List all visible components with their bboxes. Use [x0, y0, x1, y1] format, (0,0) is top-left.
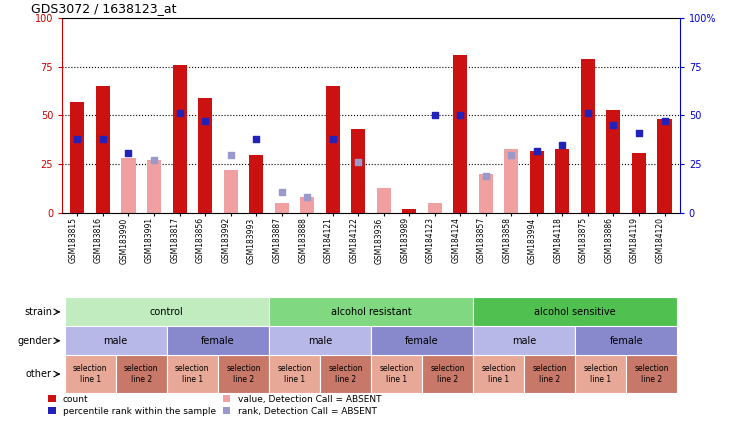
Point	[250, 135, 262, 143]
Bar	[224, 170, 238, 213]
Text: selection
line 1: selection line 1	[481, 365, 516, 384]
Point	[582, 110, 594, 117]
Text: strain: strain	[24, 307, 52, 317]
Point	[276, 188, 287, 195]
Bar	[351, 129, 366, 213]
Point	[506, 151, 518, 158]
Text: male: male	[512, 336, 537, 346]
Bar	[167, 326, 269, 355]
Text: female: female	[405, 336, 439, 346]
Point	[429, 112, 441, 119]
Bar	[422, 355, 473, 393]
Bar	[473, 355, 524, 393]
Text: alcohol sensitive: alcohol sensitive	[534, 307, 616, 317]
Point	[480, 172, 492, 179]
Text: selection
line 2: selection line 2	[124, 365, 159, 384]
Point	[148, 157, 160, 164]
Bar	[249, 155, 263, 213]
Point	[72, 135, 83, 143]
Bar	[473, 297, 678, 326]
Bar	[269, 326, 371, 355]
Bar	[428, 203, 442, 213]
Point	[556, 141, 568, 148]
Text: other: other	[26, 369, 52, 379]
Bar	[530, 151, 544, 213]
Bar	[581, 59, 595, 213]
Bar	[70, 102, 85, 213]
Point	[301, 194, 313, 201]
Text: male: male	[308, 336, 332, 346]
Point	[200, 118, 211, 125]
Bar	[473, 326, 575, 355]
Text: selection
line 1: selection line 1	[175, 365, 210, 384]
Text: selection
line 1: selection line 1	[583, 365, 618, 384]
Bar	[269, 355, 320, 393]
Text: gender: gender	[18, 336, 52, 346]
Text: selection
line 2: selection line 2	[226, 365, 261, 384]
Bar	[524, 355, 575, 393]
Text: selection
line 2: selection line 2	[328, 365, 363, 384]
Bar	[575, 355, 626, 393]
Point	[633, 130, 645, 137]
Legend: count, percentile rank within the sample, value, Detection Call = ABSENT, rank, : count, percentile rank within the sample…	[48, 395, 381, 416]
Bar	[371, 326, 473, 355]
Bar	[121, 159, 135, 213]
Point	[659, 118, 670, 125]
Bar	[376, 188, 391, 213]
Bar	[626, 355, 678, 393]
Text: GDS3072 / 1638123_at: GDS3072 / 1638123_at	[31, 2, 177, 15]
Bar	[556, 149, 569, 213]
Bar	[269, 297, 473, 326]
Point	[174, 110, 186, 117]
Bar	[64, 355, 115, 393]
Text: selection
line 1: selection line 1	[73, 365, 107, 384]
Bar	[607, 110, 621, 213]
Bar	[326, 86, 340, 213]
Bar	[147, 160, 161, 213]
Text: selection
line 2: selection line 2	[532, 365, 567, 384]
Bar	[96, 86, 110, 213]
Text: selection
line 2: selection line 2	[635, 365, 669, 384]
Bar	[632, 153, 646, 213]
Point	[123, 149, 135, 156]
Text: female: female	[610, 336, 643, 346]
Bar	[275, 203, 289, 213]
Bar	[479, 174, 493, 213]
Text: male: male	[104, 336, 128, 346]
Text: selection
line 1: selection line 1	[277, 365, 311, 384]
Text: selection
line 2: selection line 2	[431, 365, 465, 384]
Bar	[504, 149, 518, 213]
Bar	[167, 355, 218, 393]
Point	[607, 122, 619, 129]
Bar	[218, 355, 269, 393]
Point	[224, 151, 236, 158]
Bar	[453, 55, 467, 213]
Point	[531, 147, 542, 154]
Text: female: female	[201, 336, 235, 346]
Bar	[64, 326, 167, 355]
Bar	[402, 209, 416, 213]
Bar	[575, 326, 678, 355]
Bar	[320, 355, 371, 393]
Bar	[300, 198, 314, 213]
Point	[455, 112, 466, 119]
Text: selection
line 1: selection line 1	[379, 365, 414, 384]
Point	[97, 135, 109, 143]
Bar	[64, 297, 269, 326]
Bar	[173, 65, 186, 213]
Point	[327, 135, 338, 143]
Bar	[115, 355, 167, 393]
Point	[352, 159, 364, 166]
Bar	[198, 98, 212, 213]
Text: alcohol resistant: alcohol resistant	[330, 307, 412, 317]
Text: control: control	[150, 307, 183, 317]
Bar	[657, 119, 672, 213]
Bar	[371, 355, 422, 393]
